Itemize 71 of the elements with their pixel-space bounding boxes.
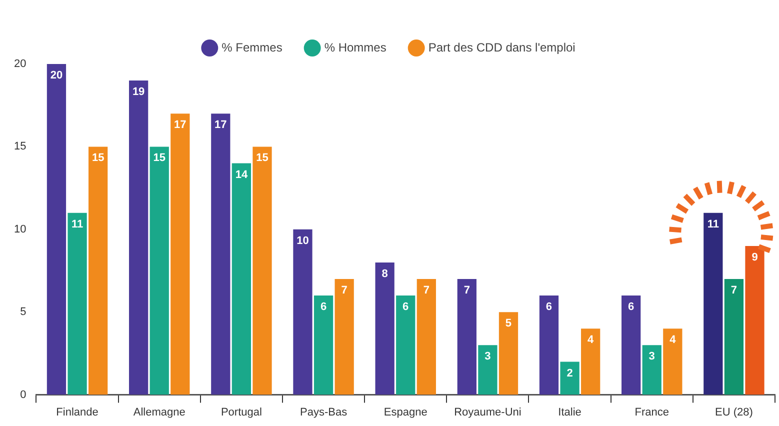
bar (375, 262, 394, 395)
data-label: 4 (670, 334, 677, 346)
x-tick-label: Portugal (220, 406, 262, 418)
data-label: 6 (402, 301, 409, 314)
bar (642, 345, 662, 395)
y-tick-label: 10 (14, 223, 26, 236)
bar (560, 362, 580, 395)
data-label: 7 (730, 284, 738, 297)
bar (396, 296, 416, 395)
y-tick-label: 0 (20, 388, 26, 401)
data-label: 6 (628, 301, 634, 314)
bar (252, 146, 272, 395)
x-tick-label: Finlande (56, 406, 98, 418)
x-tick-label: Pays-Bas (300, 406, 348, 418)
data-label: 20 (50, 70, 63, 82)
bar (232, 163, 252, 395)
x-tick-label: Italie (558, 406, 582, 418)
data-label: 14 (235, 168, 248, 181)
bar (46, 64, 66, 395)
x-tick-label: Allemagne (133, 406, 186, 418)
bar (129, 80, 148, 395)
bar (314, 296, 334, 395)
bar (88, 146, 108, 395)
legend-label: % Hommes (324, 40, 386, 54)
y-tick-label: 20 (14, 58, 26, 70)
data-label: 8 (382, 268, 388, 280)
data-label: 3 (648, 350, 655, 363)
bar (457, 279, 476, 395)
data-label: 11 (707, 218, 719, 230)
data-label: 6 (546, 301, 552, 314)
data-label: 7 (341, 284, 348, 297)
x-tick-label: Espagne (384, 406, 428, 418)
data-label: 10 (296, 234, 309, 247)
data-label: 4 (588, 334, 595, 346)
data-label: 6 (320, 301, 327, 314)
y-tick-label: 5 (20, 306, 26, 318)
data-label: 9 (752, 251, 758, 264)
bar (478, 345, 498, 395)
bar (293, 229, 312, 395)
y-tick-label: 15 (14, 140, 26, 153)
data-label: 2 (566, 367, 573, 380)
x-tick-label: France (634, 406, 669, 418)
data-label: 7 (423, 284, 430, 297)
bar (622, 296, 641, 395)
data-label: 7 (464, 284, 470, 297)
legend-label: % Femmes (222, 40, 282, 54)
x-tick-label: EU (28) (715, 406, 753, 418)
bar (68, 212, 87, 395)
bar (724, 279, 744, 395)
x-tick-label: Royaume-Uni (454, 406, 522, 418)
data-label: 15 (256, 152, 268, 164)
bar (150, 146, 169, 395)
bar (498, 312, 518, 395)
data-label: 19 (132, 86, 145, 98)
data-label: 3 (484, 350, 491, 363)
bar (539, 296, 559, 395)
data-label: 15 (92, 152, 104, 164)
bar (170, 114, 190, 395)
bar (745, 246, 764, 395)
data-label: 5 (505, 318, 512, 330)
bar (211, 114, 230, 395)
bar (416, 279, 436, 395)
legend-label: Part des CDD dans l'emploi (428, 40, 576, 54)
bar (581, 328, 600, 395)
bar (663, 328, 682, 395)
bar (334, 279, 354, 395)
data-label: 15 (153, 152, 166, 164)
data-label: 17 (174, 119, 186, 132)
bar (704, 212, 723, 395)
data-label: 11 (71, 218, 84, 230)
data-label: 17 (214, 119, 227, 132)
